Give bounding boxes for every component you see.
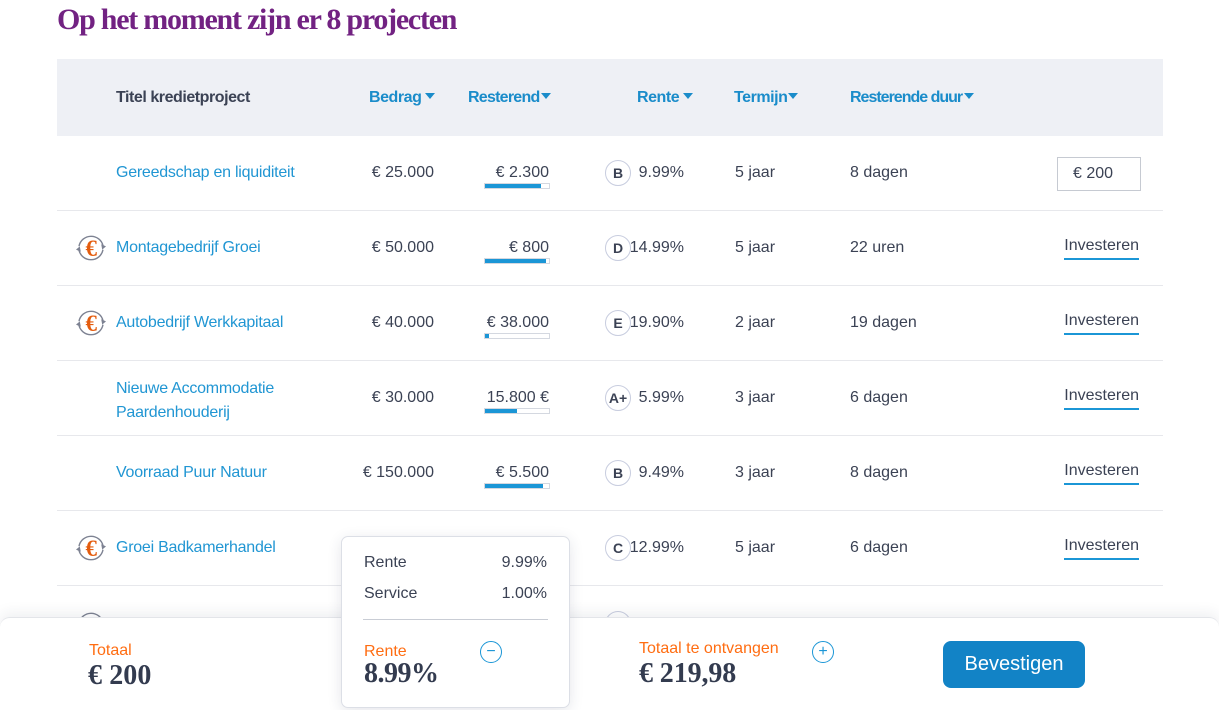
svg-text:€: € <box>86 311 98 336</box>
svg-text:€: € <box>86 236 98 261</box>
svg-text:€: € <box>86 536 98 561</box>
